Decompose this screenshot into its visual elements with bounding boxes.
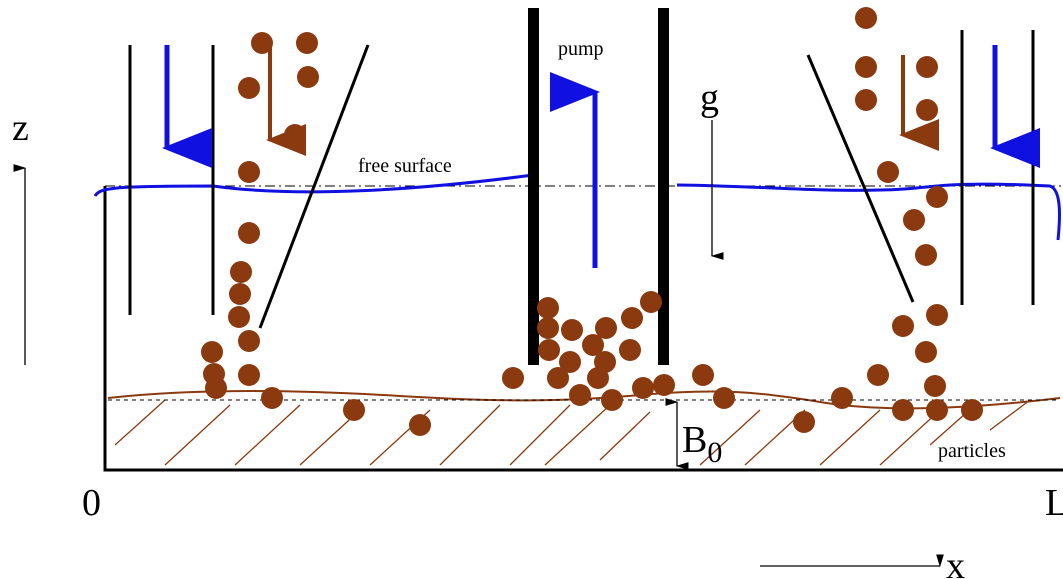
b0-label: B0 (682, 419, 722, 469)
gravity-label: g (700, 77, 719, 119)
pump-label: pump (558, 38, 604, 60)
z-label: z (12, 107, 29, 149)
x-label: x (946, 545, 965, 579)
free-surface-left (93, 173, 534, 197)
free-surface-right (676, 182, 1062, 241)
b0-base: B (682, 419, 707, 461)
tank (103, 186, 1063, 472)
length-label: L (1045, 482, 1063, 524)
hatching (114, 399, 1031, 466)
origin-label: 0 (82, 482, 101, 524)
bed-surface (107, 390, 1061, 410)
flow-arrows (162, 45, 1040, 268)
pump-wall (528, 8, 539, 365)
free-surface-label: free surface (358, 155, 452, 177)
walls (128, 30, 1035, 329)
particles-label: particles (938, 440, 1006, 462)
pump-wall (658, 8, 669, 365)
particles (201, 7, 983, 436)
b0-sub: 0 (707, 436, 722, 469)
axes-arrows (13, 120, 944, 568)
